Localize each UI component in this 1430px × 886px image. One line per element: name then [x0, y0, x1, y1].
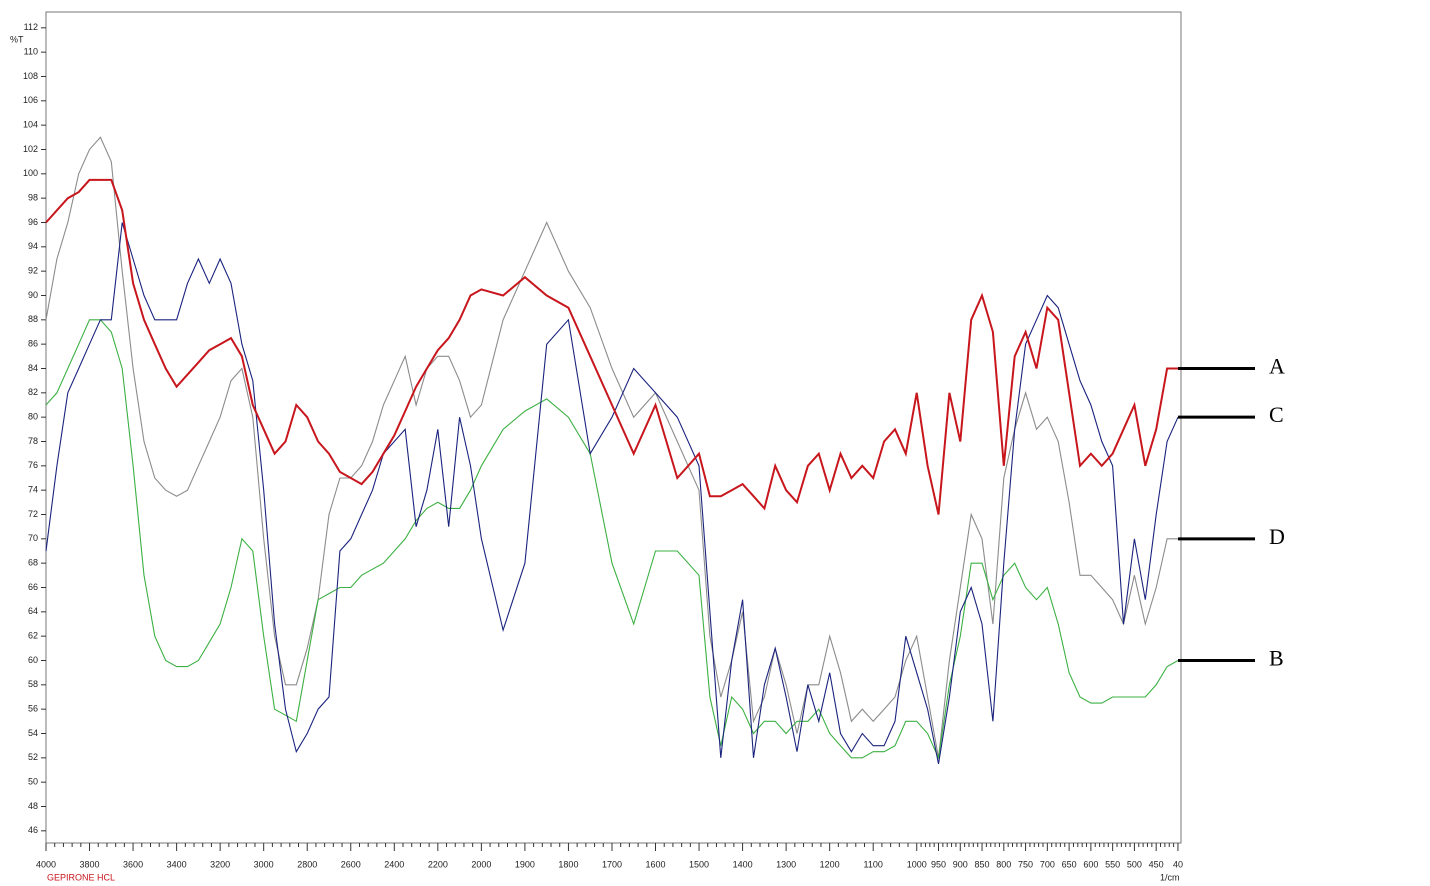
x-tick-label: 1000 [907, 859, 927, 869]
y-tick-label: 82 [28, 387, 38, 397]
x-tick-label: 2600 [341, 859, 361, 869]
x-tick-label: 1800 [558, 859, 578, 869]
x-tick-label: 3600 [123, 859, 143, 869]
x-tick-label: 1100 [864, 859, 883, 869]
y-tick-label: 98 [28, 193, 38, 203]
y-tick-label: 80 [28, 412, 38, 422]
series-label: C [1269, 402, 1284, 427]
x-axis-label: 1/cm [1160, 872, 1180, 882]
y-tick-label: 58 [28, 679, 38, 689]
y-tick-label: 92 [28, 266, 38, 276]
x-tick-label: 2200 [428, 859, 448, 869]
y-tick-label: 86 [28, 339, 38, 349]
series-label: D [1269, 524, 1285, 549]
x-tick-label: 750 [1018, 859, 1033, 869]
y-tick-label: 54 [28, 728, 38, 738]
x-tick-label: 850 [975, 859, 990, 869]
y-tick-label: 94 [28, 241, 38, 251]
spectrum-line [45, 136, 1178, 758]
x-tick-label: 1600 [645, 859, 665, 869]
y-tick-label: 102 [23, 144, 38, 154]
y-tick-label: 66 [28, 582, 38, 592]
series-label: B [1269, 646, 1284, 671]
x-tick-label: 3000 [254, 859, 274, 869]
sample-label: GEPIRONE HCL [47, 872, 115, 882]
x-tick-label: 450 [1149, 859, 1164, 869]
x-tick-label: 3200 [210, 859, 230, 869]
x-tick-label: 4000 [36, 859, 56, 869]
y-tick-label: 88 [28, 314, 38, 324]
y-tick-label: 110 [24, 47, 38, 57]
y-tick-label: 108 [23, 71, 38, 81]
x-tick-label: 1400 [733, 859, 753, 869]
spectrum-line [45, 222, 1179, 765]
x-tick-label: 700 [1040, 859, 1055, 869]
y-tick-label: 68 [28, 558, 38, 568]
x-tick-label: 600 [1083, 859, 1098, 869]
x-tick-label: 650 [1062, 859, 1077, 869]
y-tick-label: 100 [23, 168, 38, 178]
y-tick-label: 70 [28, 533, 38, 543]
y-tick-label: 52 [28, 752, 38, 762]
y-tick-label: 46 [28, 825, 38, 835]
x-tick-label: 3800 [80, 859, 100, 869]
y-tick-label: 84 [28, 363, 38, 373]
spectrum-line [45, 319, 1179, 760]
x-tick-label: 1300 [776, 859, 796, 869]
y-tick-label: 112 [24, 22, 38, 32]
y-tick-label: 62 [28, 631, 38, 641]
spectrum-line [45, 178, 1178, 515]
x-tick-label: 800 [996, 859, 1011, 869]
x-tick-label: 1500 [689, 859, 709, 869]
y-tick-label: 56 [28, 704, 38, 714]
y-tick-label: 76 [28, 460, 38, 470]
plot-frame [45, 11, 1182, 844]
y-tick-label: 96 [28, 217, 38, 227]
y-tick-label: 78 [28, 436, 38, 446]
series-label: A [1269, 354, 1285, 379]
x-tick-label: 950 [931, 859, 946, 869]
y-tick-label: 74 [28, 485, 38, 495]
y-tick-label: 64 [28, 606, 38, 616]
x-tick-label: 900 [953, 859, 968, 869]
x-tick-label: 1900 [515, 859, 535, 869]
y-tick-label: 104 [23, 120, 38, 130]
x-tick-label: 3400 [167, 859, 187, 869]
y-tick-label: 48 [28, 801, 38, 811]
x-tick-label: 1200 [820, 859, 840, 869]
y-tick-label: 72 [28, 509, 38, 519]
y-tick-label: 50 [28, 777, 38, 787]
x-tick-label: 2800 [297, 859, 317, 869]
x-tick-label: 2000 [471, 859, 491, 869]
y-axis-label: %T [10, 34, 24, 44]
x-tick-label: 550 [1105, 859, 1120, 869]
x-tick-label: 1700 [602, 859, 622, 869]
y-tick-label: 106 [23, 95, 38, 105]
y-tick-label: 90 [28, 290, 38, 300]
x-tick-label: 40 [1173, 859, 1183, 869]
y-tick-label: 60 [28, 655, 38, 665]
x-tick-label: 500 [1127, 859, 1142, 869]
x-tick-label: 2400 [384, 859, 404, 869]
